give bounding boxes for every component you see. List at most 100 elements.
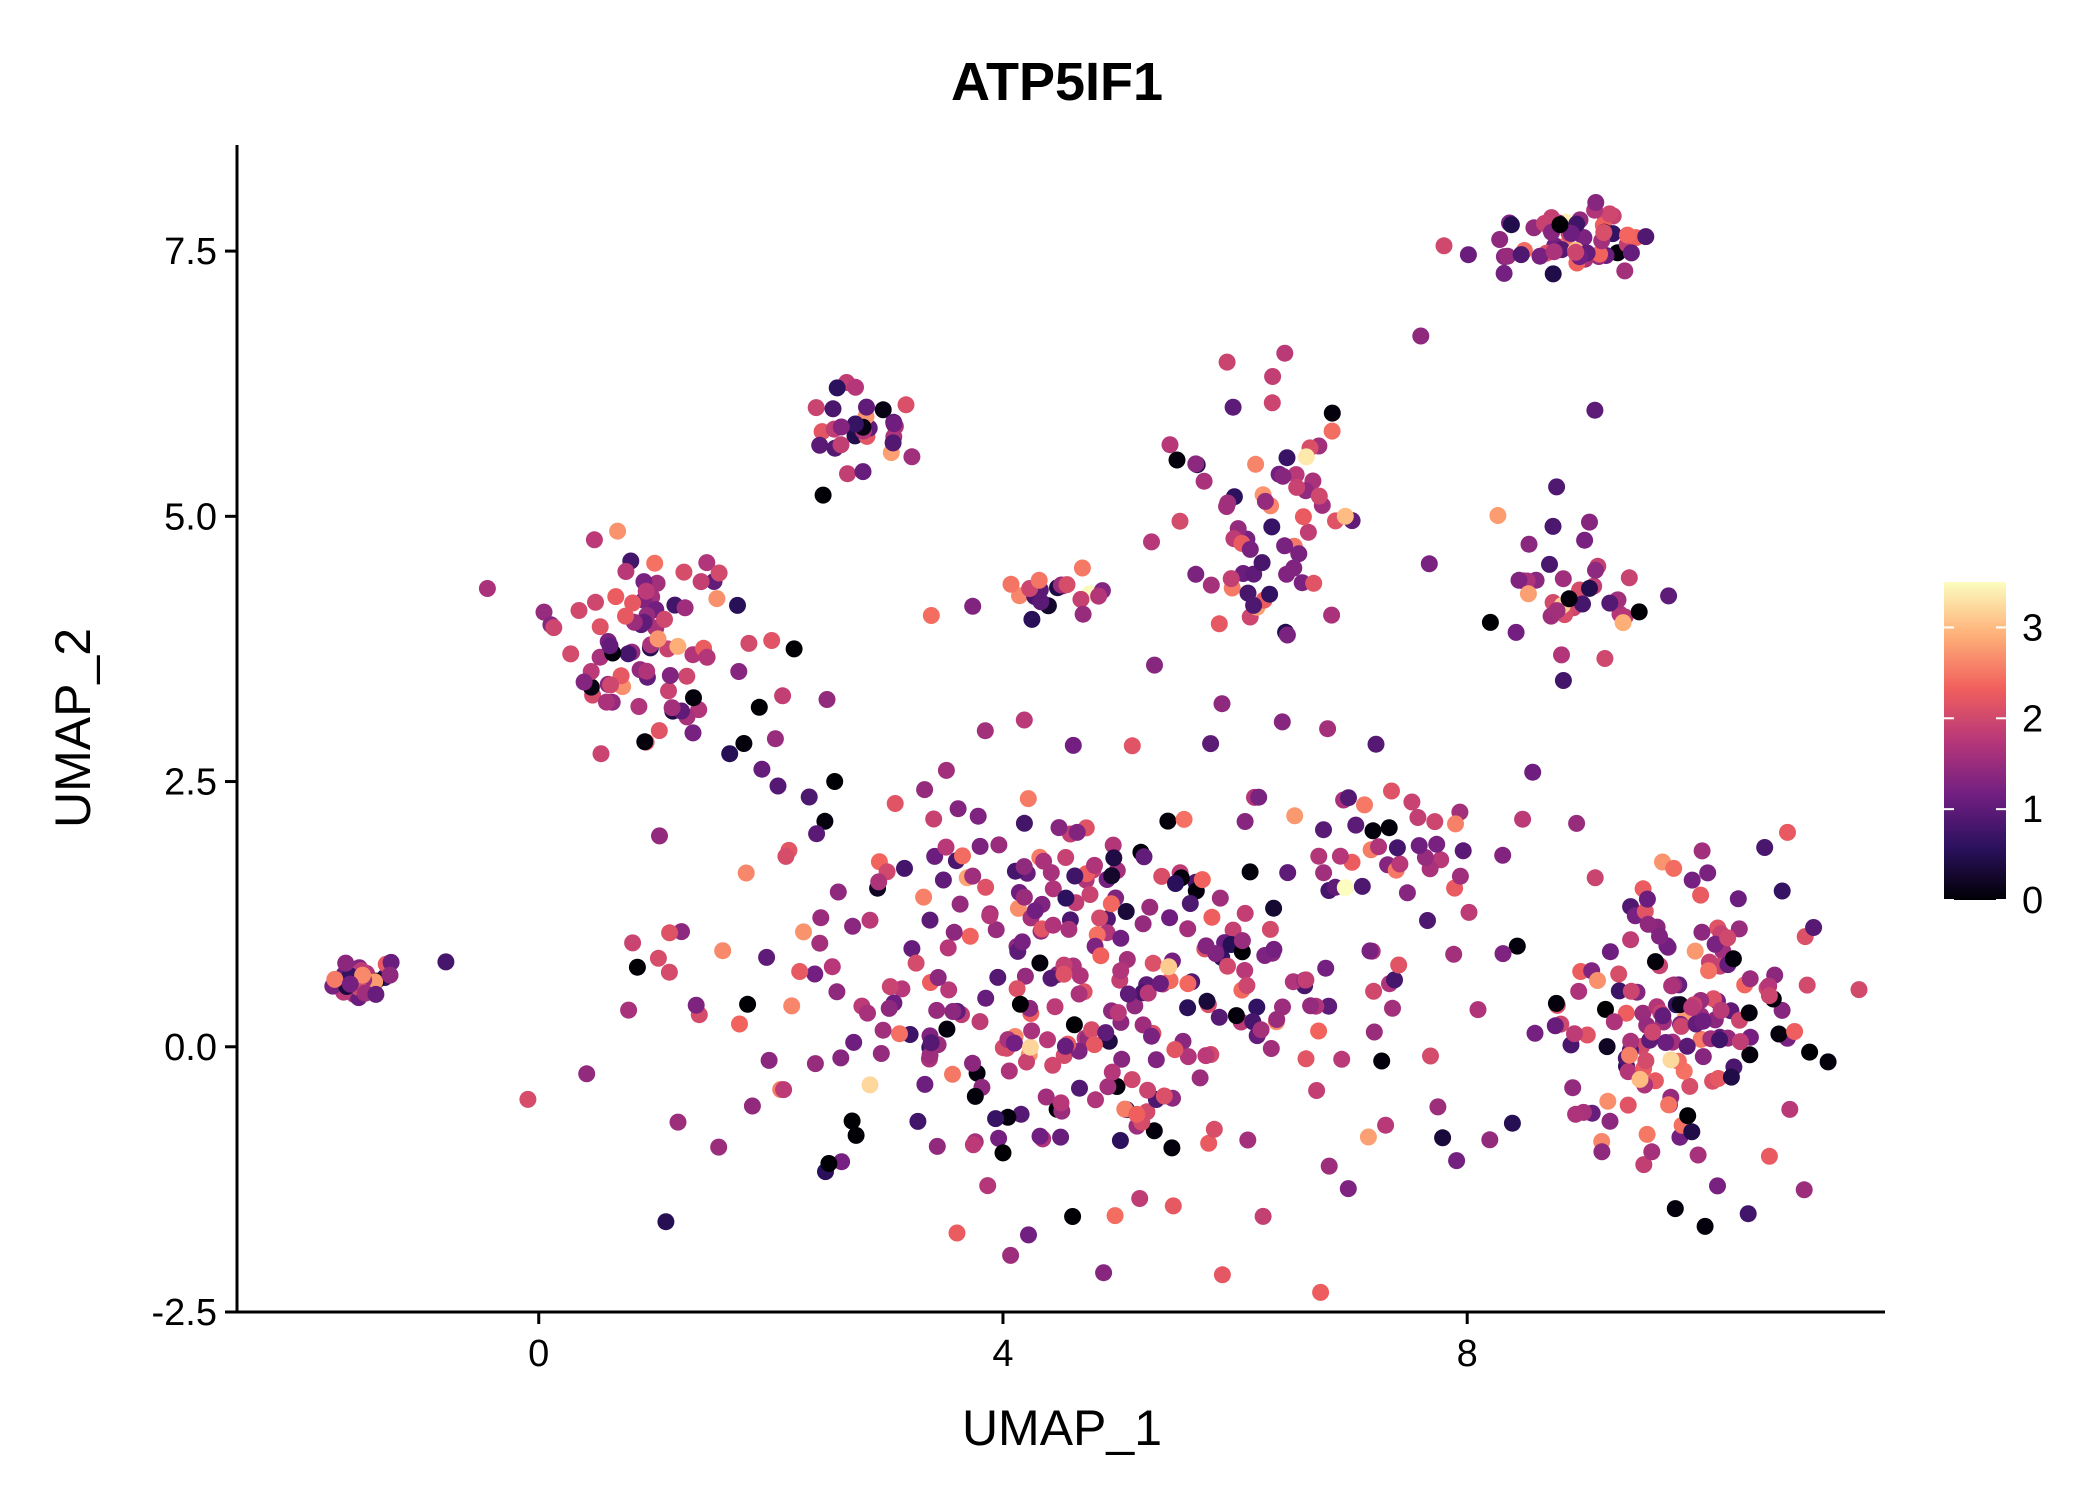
data-point <box>1567 243 1585 261</box>
data-point <box>1819 1053 1837 1071</box>
data-point <box>976 722 994 740</box>
data-point <box>1756 839 1774 856</box>
data-point <box>636 733 654 751</box>
data-point <box>1202 576 1220 594</box>
data-point <box>832 418 850 436</box>
data-point <box>987 1110 1005 1128</box>
data-point <box>1286 807 1304 825</box>
data-point <box>1706 935 1724 953</box>
data-point <box>1278 565 1296 583</box>
data-point <box>1336 507 1354 525</box>
data-point <box>1092 947 1110 965</box>
data-point <box>828 379 846 397</box>
data-point <box>1502 216 1520 234</box>
data-point <box>601 637 619 655</box>
data-point <box>1213 1266 1231 1284</box>
data-point <box>1057 889 1075 907</box>
data-point <box>1238 977 1256 994</box>
data-point <box>795 923 812 941</box>
data-point <box>1023 610 1041 628</box>
data-point <box>1279 864 1297 882</box>
data-point <box>1032 593 1050 611</box>
data-point <box>1548 478 1566 496</box>
data-point <box>791 963 809 980</box>
data-point <box>1610 965 1628 983</box>
data-point <box>1541 555 1558 573</box>
data-point <box>1660 1096 1678 1114</box>
data-point <box>1060 920 1078 938</box>
data-point <box>628 958 646 976</box>
data-point <box>847 1126 865 1144</box>
data-point <box>1274 467 1292 485</box>
data-point <box>854 463 872 481</box>
data-point <box>829 883 847 901</box>
data-point <box>1724 950 1742 968</box>
data-point <box>1564 1079 1582 1097</box>
data-point <box>1179 1048 1197 1066</box>
data-point <box>1448 1152 1466 1170</box>
data-point <box>1426 813 1444 831</box>
data-point <box>1795 1181 1813 1199</box>
data-point <box>638 662 656 680</box>
data-point <box>839 465 856 483</box>
data-point <box>1712 1001 1730 1019</box>
data-point <box>1741 970 1759 988</box>
data-point <box>1320 997 1338 1015</box>
data-point <box>880 999 898 1017</box>
data-point <box>763 632 781 649</box>
data-point <box>1210 1008 1228 1026</box>
data-point <box>1035 852 1053 870</box>
data-point <box>1015 888 1033 906</box>
data-point <box>1699 864 1717 882</box>
x-axis-ticks: 0 4 8 <box>528 1312 1478 1375</box>
data-point <box>977 878 995 896</box>
data-point <box>896 859 913 877</box>
data-point <box>1202 735 1220 753</box>
data-point <box>1058 576 1076 594</box>
data-point <box>1002 1246 1020 1264</box>
data-point <box>519 1090 537 1108</box>
data-point <box>1315 821 1332 839</box>
data-point <box>1617 1004 1635 1022</box>
y-axis-title: UMAP_2 <box>45 628 101 828</box>
data-point <box>1422 1047 1439 1065</box>
data-point <box>687 996 705 1014</box>
data-point <box>1494 846 1512 864</box>
data-point <box>844 917 862 935</box>
data-point <box>1491 231 1509 248</box>
data-point <box>1241 540 1259 558</box>
data-point <box>1254 1207 1272 1225</box>
data-point <box>1481 613 1499 631</box>
x-tick-label: 4 <box>992 1333 1013 1375</box>
data-point <box>954 847 971 865</box>
data-point <box>1694 1048 1712 1066</box>
data-point <box>1008 980 1026 998</box>
data-point <box>1236 904 1254 922</box>
data-point <box>1163 1139 1181 1157</box>
data-point <box>598 693 615 711</box>
data-point <box>1510 571 1528 589</box>
data-point <box>977 989 995 1007</box>
data-point <box>692 573 710 591</box>
data-point <box>903 940 921 958</box>
data-point <box>1288 478 1306 496</box>
data-point <box>1085 1036 1103 1054</box>
data-point <box>1074 605 1092 623</box>
data-point <box>775 1081 793 1099</box>
data-point <box>1031 1127 1049 1145</box>
data-point <box>1083 1021 1101 1039</box>
data-point <box>1000 1062 1018 1080</box>
data-point <box>832 436 850 454</box>
data-point <box>1011 995 1029 1013</box>
data-point <box>921 1046 939 1064</box>
data-point <box>1109 1004 1127 1022</box>
data-point <box>824 400 842 418</box>
data-point <box>921 911 939 929</box>
data-point <box>832 1049 850 1067</box>
data-point <box>1545 243 1563 261</box>
data-point <box>478 580 496 597</box>
data-point <box>624 594 642 612</box>
data-point <box>966 1087 984 1105</box>
data-point <box>1689 1146 1707 1164</box>
data-point <box>1097 1024 1115 1042</box>
